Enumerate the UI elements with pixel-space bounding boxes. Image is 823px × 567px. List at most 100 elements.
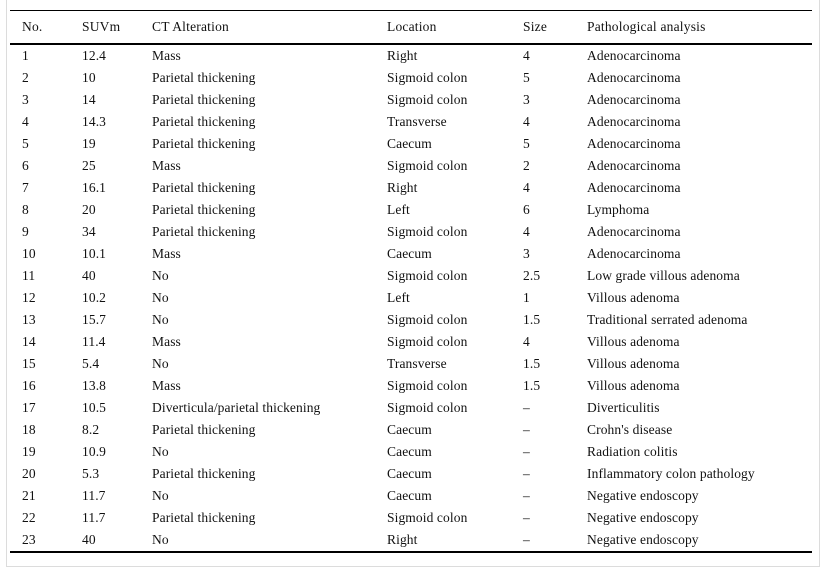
cell-pathology: Adenocarcinoma [587,92,681,107]
cell-suvm: 14.3 [82,114,107,129]
cell-suvm: 11.7 [82,510,106,525]
cell-no: 7 [22,180,29,195]
table-row: 18 8.2 Parietal thickening Caecum – Croh… [10,419,812,441]
table-row: 17 10.5 Diverticula/parietal thickening … [10,397,812,419]
cell-pathology: Negative endoscopy [575,529,812,553]
cell-pathology: Adenocarcinoma [587,136,681,151]
cell-ct-alteration: Parietal thickening [152,202,256,217]
cell-pathology: Adenocarcinoma [587,158,681,173]
column-header-suvm: SUVm [70,10,140,45]
cell-pathology: Adenocarcinoma [587,180,681,195]
cell-size: 6 [523,202,530,217]
cell-suvm: 10.9 [82,444,107,459]
cell-pathology: Negative endoscopy [587,488,699,503]
cell-size: 4 [523,334,530,349]
table-row: 4 14.3 Parietal thickening Transverse 4 … [10,111,812,133]
column-header-no: No. [10,10,70,45]
cell-location: Caecum [387,444,432,459]
cell-location: Caecum [387,466,432,481]
cell-ct-alteration: Parietal thickening [152,114,256,129]
cell-ct-alteration: No [152,356,169,371]
cell-no: 15 [22,356,36,371]
cell-size: – [523,400,530,415]
cell-size: 4 [523,48,530,63]
cell-ct-alteration: Parietal thickening [152,224,256,239]
cell-suvm: 10 [82,70,96,85]
cell-pathology: Villous adenoma [587,356,680,371]
cell-suvm: 5.4 [82,356,100,371]
cell-location: Transverse [387,114,447,129]
cell-ct-alteration: No [152,488,169,503]
cell-size: 2.5 [523,268,541,283]
cell-location: Right [375,529,511,553]
cell-location: Sigmoid colon [387,158,468,173]
cell-suvm: 16.1 [82,180,107,195]
cell-no: 6 [22,158,29,173]
table-row: 14 11.4 Mass Sigmoid colon 4 Villous ade… [10,331,812,353]
cell-ct-alteration: No [152,290,169,305]
cell-ct-alteration: Mass [152,246,181,261]
table-row: 6 25 Mass Sigmoid colon 2 Adenocarcinoma [10,155,812,177]
cell-size: 4 [523,224,530,239]
cell-size: – [523,488,530,503]
cell-ct-alteration: No [152,268,169,283]
cell-pathology: Negative endoscopy [587,510,699,525]
cell-suvm: 20 [82,202,96,217]
cell-no: 8 [22,202,29,217]
cell-size: 1.5 [523,356,541,371]
cell-suvm: 34 [82,224,96,239]
column-header-location: Location [375,10,511,45]
cell-size: 4 [523,180,530,195]
cell-no: 17 [22,400,36,415]
cell-location: Caecum [387,488,432,503]
cell-no: 4 [22,114,29,129]
table-row: 12 10.2 No Left 1 Villous adenoma [10,287,812,309]
cell-no: 1 [22,48,29,63]
cell-pathology: Lymphoma [587,202,650,217]
cell-no: 10 [22,246,36,261]
table-row: 8 20 Parietal thickening Left 6 Lymphoma [10,199,812,221]
cell-pathology: Crohn's disease [587,422,673,437]
table-row: 10 10.1 Mass Caecum 3 Adenocarcinoma [10,243,812,265]
table-row: 13 15.7 No Sigmoid colon 1.5 Traditional… [10,309,812,331]
cell-location: Right [387,48,418,63]
cell-no: 19 [22,444,36,459]
cell-suvm: 13.8 [82,378,107,393]
cell-no: 16 [22,378,36,393]
cell-pathology: Villous adenoma [587,290,680,305]
cell-size: 1.5 [523,378,541,393]
cell-ct-alteration: Parietal thickening [152,92,256,107]
cell-location: Caecum [387,246,432,261]
table-row: 22 11.7 Parietal thickening Sigmoid colo… [10,507,812,529]
cell-size: 1 [523,290,530,305]
cell-no: 13 [22,312,36,327]
table-row: 3 14 Parietal thickening Sigmoid colon 3… [10,89,812,111]
cell-ct-alteration: Diverticula/parietal thickening [152,400,321,415]
table-row: 9 34 Parietal thickening Sigmoid colon 4… [10,221,812,243]
cell-location: Sigmoid colon [387,312,468,327]
cell-suvm: 12.4 [82,48,107,63]
cell-pathology: Villous adenoma [587,378,680,393]
cell-ct-alteration: Mass [152,378,181,393]
cell-ct-alteration: Mass [152,334,181,349]
cell-size: 1.5 [523,312,541,327]
cell-suvm: 8.2 [82,422,100,437]
cell-no: 23 [10,529,70,553]
cell-no: 14 [22,334,36,349]
table-row: 11 40 No Sigmoid colon 2.5 Low grade vil… [10,265,812,287]
cell-suvm: 40 [82,268,96,283]
cell-pathology: Adenocarcinoma [587,224,681,239]
cell-pathology: Traditional serrated adenoma [587,312,748,327]
cell-suvm: 40 [70,529,140,553]
cell-suvm: 10.2 [82,290,107,305]
cell-location: Sigmoid colon [387,400,468,415]
cell-ct-alteration: Mass [152,48,181,63]
cell-ct-alteration: Parietal thickening [152,136,256,151]
cell-suvm: 11.4 [82,334,106,349]
cell-suvm: 10.1 [82,246,107,261]
cell-ct-alteration: Parietal thickening [152,70,256,85]
cell-size: – [523,466,530,481]
cell-no: 3 [22,92,29,107]
cell-location: Caecum [387,422,432,437]
cell-location: Sigmoid colon [387,378,468,393]
